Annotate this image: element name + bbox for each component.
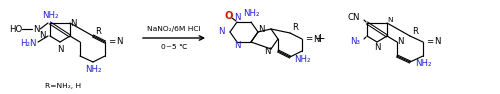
Text: N: N (434, 38, 440, 47)
Text: O: O (225, 11, 233, 21)
Text: N: N (234, 41, 240, 50)
Text: CN: CN (348, 14, 360, 22)
Text: =: = (108, 38, 116, 47)
Text: N: N (234, 14, 240, 22)
Text: R: R (292, 24, 298, 33)
Text: +: + (314, 33, 326, 45)
Text: N: N (313, 34, 320, 44)
Text: N: N (218, 28, 225, 36)
Text: =: = (306, 34, 312, 44)
Text: 0~5 ℃: 0~5 ℃ (161, 44, 187, 50)
Text: NH₂: NH₂ (42, 11, 58, 19)
Text: N: N (116, 38, 122, 47)
Text: N: N (57, 44, 63, 53)
Text: NH₂: NH₂ (243, 9, 259, 19)
Text: N: N (70, 19, 76, 28)
Text: R=NH₂, H: R=NH₂, H (45, 83, 81, 89)
Text: N: N (258, 25, 264, 33)
Text: N₃: N₃ (350, 36, 360, 45)
Text: N: N (397, 38, 403, 47)
Text: H₂N: H₂N (20, 39, 37, 47)
Text: HO: HO (9, 25, 22, 33)
Text: N: N (387, 17, 393, 23)
Text: NH₂: NH₂ (85, 66, 101, 75)
Text: =: = (426, 38, 434, 47)
Text: NH₂: NH₂ (415, 60, 431, 69)
Text: N: N (264, 47, 270, 56)
Text: R: R (95, 27, 101, 36)
Text: N: N (39, 31, 45, 41)
Text: N: N (374, 42, 380, 52)
Text: NH₂: NH₂ (294, 55, 310, 64)
Text: NaNO₂/6M HCl: NaNO₂/6M HCl (147, 26, 201, 32)
Text: R: R (412, 27, 418, 36)
Text: N: N (33, 25, 39, 33)
